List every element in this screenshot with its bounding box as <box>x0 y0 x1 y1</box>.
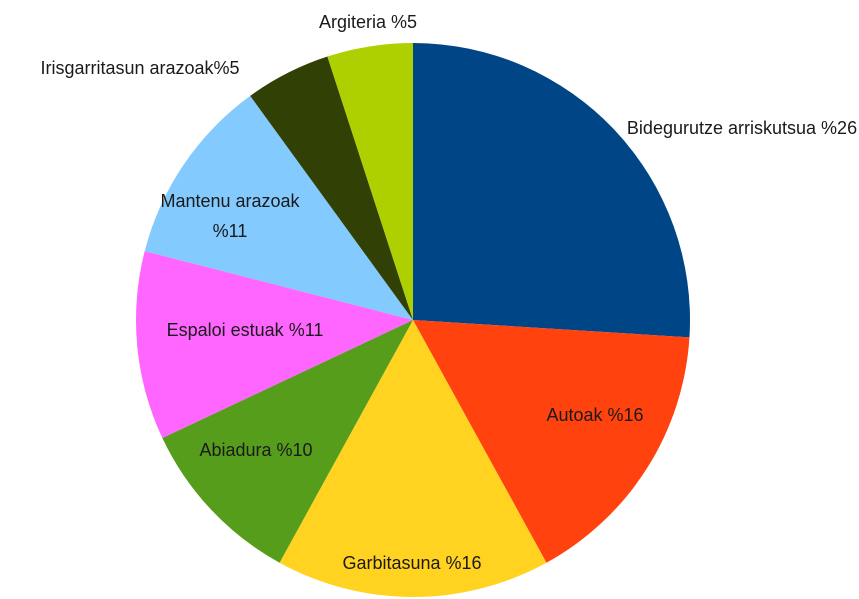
slice-label: Argiteria %5 <box>218 7 518 37</box>
value-label: %11 <box>288 320 324 340</box>
category-label: Espaloi estuak <box>166 320 284 340</box>
value-label: %16 <box>607 405 644 425</box>
category-label: Irisgarritasun arazoak <box>40 58 214 78</box>
pie-slice <box>135 251 413 438</box>
pie-slice <box>144 95 414 321</box>
value-label: %10 <box>276 440 313 460</box>
category-label: Garbitasuna <box>342 553 441 573</box>
slice-label: Mantenu arazoak %11 <box>160 186 300 246</box>
pie-slice <box>279 320 547 597</box>
value-label: %16 <box>445 553 482 573</box>
pie-slice <box>413 43 691 338</box>
slice-label: Abiadura %10 <box>106 435 406 465</box>
category-label: Argiteria <box>318 12 386 32</box>
pie-slice <box>162 320 413 563</box>
category-label: Abiadura <box>199 440 272 460</box>
value-label: %26 <box>821 118 858 138</box>
category-label: Autoak <box>546 405 603 425</box>
value-label: %11 <box>212 221 248 241</box>
value-label: %5 <box>391 12 418 32</box>
slice-label: Irisgarritasun arazoak%5 <box>0 53 290 83</box>
slice-label: Espaloi estuak %11 <box>95 315 395 345</box>
category-label: Mantenu arazoak <box>160 191 300 211</box>
pie-slice <box>250 56 413 321</box>
category-label: Bidegurutze arriskutsua <box>626 118 817 138</box>
pie-slice <box>327 43 413 320</box>
slice-label: Garbitasuna %16 <box>262 548 562 578</box>
slice-label: Autoak %16 <box>445 400 745 430</box>
slice-label: Bidegurutze arriskutsua %26 <box>622 113 859 143</box>
pie-slice <box>413 320 690 563</box>
value-label: %5 <box>213 58 240 78</box>
